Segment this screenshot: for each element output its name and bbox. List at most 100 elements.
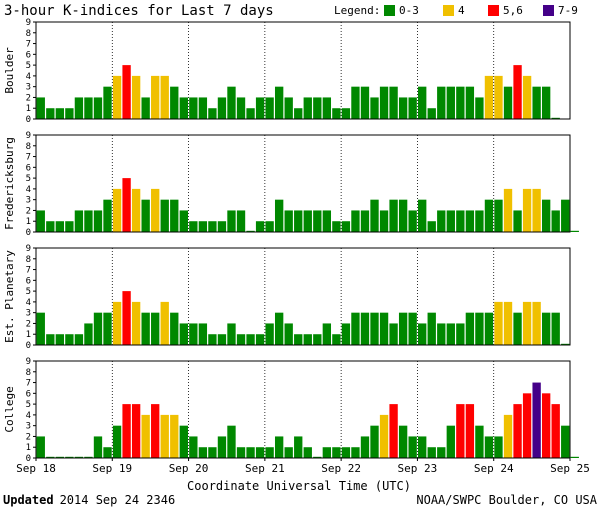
- k-bar: [217, 334, 227, 345]
- k-bar: [255, 221, 265, 232]
- y-tick-label: 7: [26, 153, 31, 163]
- x-tick-label: Sep 19: [92, 462, 132, 475]
- k-bar: [198, 323, 208, 345]
- k-bar: [494, 436, 503, 458]
- k-bar: [561, 425, 570, 458]
- k-bar: [131, 301, 141, 345]
- k-bar: [46, 108, 55, 119]
- k-bar: [189, 221, 198, 232]
- k-bar: [379, 86, 389, 119]
- k-bar: [122, 65, 131, 119]
- k-bar: [494, 75, 503, 119]
- k-bar: [65, 456, 74, 458]
- k-bar: [103, 86, 112, 119]
- legend-swatch-0: [384, 5, 395, 16]
- chart-title: 3-hour K-indices for Last 7 days: [4, 3, 274, 19]
- k-bar: [160, 301, 169, 345]
- k-bar: [313, 210, 322, 232]
- legend-entry-label: 0-3: [399, 4, 419, 17]
- k-bar: [551, 117, 560, 119]
- x-axis-ticks: Sep 18 Sep 19 Sep 20 Sep 21 Sep 22 Sep 23 Sep …: [16, 458, 590, 475]
- y-tick-label: 9: [26, 131, 31, 141]
- y-tick-label: 1: [26, 330, 31, 340]
- k-bar: [151, 312, 160, 345]
- k-bar: [36, 436, 45, 458]
- k-bar: [322, 447, 332, 458]
- k-bar: [208, 221, 217, 232]
- footer-updated-time: 2014 Sep 24 2346: [60, 493, 176, 507]
- k-bar: [541, 86, 551, 119]
- x-axis-label: Coordinate Universal Time (UTC): [187, 479, 411, 493]
- k-bar: [541, 199, 551, 232]
- k-bar: [36, 97, 45, 119]
- x-tick-label: Sep 24: [474, 462, 514, 475]
- k-bar: [74, 210, 84, 232]
- k-bar: [541, 312, 551, 345]
- k-bar: [398, 312, 408, 345]
- k-bar: [532, 382, 541, 458]
- y-tick-label: 5: [26, 287, 31, 297]
- y-tick-label: 8: [26, 142, 31, 152]
- k-bar: [65, 334, 74, 345]
- k-bar: [418, 436, 427, 458]
- y-tick-label: 4: [26, 185, 31, 195]
- k-bar: [198, 97, 208, 119]
- k-bar: [55, 334, 65, 345]
- k-bar: [179, 97, 188, 119]
- k-bar: [55, 221, 65, 232]
- k-bar: [55, 108, 65, 119]
- x-tick-label: Sep 25: [550, 462, 590, 475]
- k-bar: [379, 312, 389, 345]
- k-bar: [236, 447, 246, 458]
- y-tick-label: 5: [26, 61, 31, 71]
- k-bar: [389, 86, 398, 119]
- k-bar: [284, 323, 293, 345]
- k-bar: [227, 86, 236, 119]
- panels: 0123456789Boulder0123456789Fredericksbur…: [3, 18, 579, 464]
- k-bar: [151, 75, 160, 119]
- k-bar: [351, 447, 360, 458]
- k-bar: [408, 436, 417, 458]
- k-bar: [475, 97, 484, 119]
- k-bar: [379, 210, 389, 232]
- k-bar: [484, 436, 494, 458]
- k-bar: [370, 199, 379, 232]
- k-bar: [217, 97, 227, 119]
- footer-updated-label: Updated: [3, 493, 54, 507]
- k-bar: [322, 323, 332, 345]
- y-tick-label: 9: [26, 357, 31, 367]
- k-bar: [93, 210, 103, 232]
- y-tick-label: 2: [26, 432, 31, 442]
- k-bar: [532, 86, 541, 119]
- k-bar: [418, 323, 427, 345]
- k-bar: [551, 312, 560, 345]
- k-bar: [246, 334, 255, 345]
- k-bar: [170, 414, 179, 458]
- k-bar: [36, 312, 45, 345]
- k-bar: [198, 221, 208, 232]
- k-bar: [208, 334, 217, 345]
- k-bar: [93, 436, 103, 458]
- k-bar: [189, 436, 198, 458]
- k-bar: [313, 97, 322, 119]
- k-bar: [265, 323, 274, 345]
- k-bar: [332, 334, 341, 345]
- panel-label: Boulder: [3, 47, 16, 94]
- y-tick-label: 3: [26, 196, 31, 206]
- k-bar: [36, 210, 45, 232]
- k-bar: [112, 75, 122, 119]
- y-tick-label: 1: [26, 217, 31, 227]
- k-bar: [160, 75, 169, 119]
- k-bar: [437, 210, 446, 232]
- k-bar: [227, 323, 236, 345]
- y-tick-label: 6: [26, 50, 31, 60]
- k-bar: [360, 312, 370, 345]
- y-tick-label: 2: [26, 206, 31, 216]
- k-bar: [570, 456, 579, 458]
- k-bar: [112, 301, 122, 345]
- y-tick-label: 9: [26, 18, 31, 28]
- x-tick-label: Sep 22: [321, 462, 361, 475]
- legend-entry-label: 5,6: [503, 4, 523, 17]
